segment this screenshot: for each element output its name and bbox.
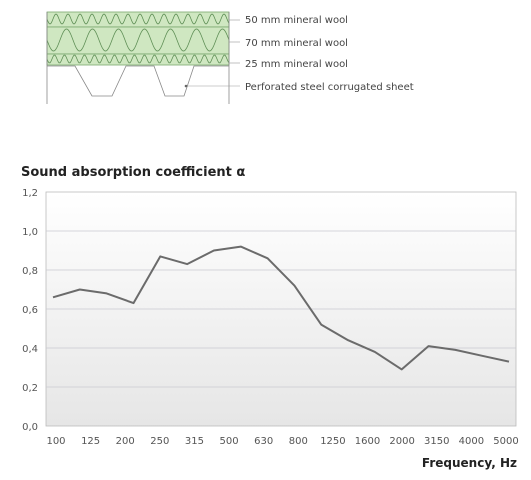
x-tick-label: 200	[116, 436, 135, 447]
x-tick-label: 500	[220, 436, 239, 447]
x-axis-ticks: 100 125 200 250 315 500 630 800 1250 1600 2000 3150…	[46, 436, 518, 447]
y-tick-label: 0,2	[22, 383, 38, 394]
corrugated-sheet-profile	[47, 65, 229, 97]
layer-label-50mm: 50 mm mineral wool	[245, 15, 348, 26]
wool-fiber-wave-top	[46, 13, 230, 25]
x-axis-label: Frequency, Hz	[422, 456, 517, 470]
leader-dot-sheet	[184, 84, 188, 88]
wool-fiber-wave-middle	[46, 28, 230, 52]
x-tick-label: 800	[289, 436, 308, 447]
x-tick-label: 125	[81, 436, 100, 447]
y-tick-label: 0,8	[22, 266, 38, 277]
y-tick-label: 0,0	[22, 422, 38, 433]
x-tick-label: 100	[46, 436, 65, 447]
absorption-line	[52, 245, 510, 371]
x-tick-label: 3150	[424, 436, 449, 447]
y-axis-ticks: 0,0 0,2 0,4 0,6 0,8 1,0 1,2	[22, 188, 38, 433]
layer-label-70mm: 70 mm mineral wool	[245, 38, 348, 49]
chart-title: Sound absorption coefficient α	[21, 165, 245, 180]
layer-label-25mm: 25 mm mineral wool	[245, 59, 348, 70]
x-tick-label: 1250	[320, 436, 345, 447]
x-tick-label: 2000	[389, 436, 414, 447]
x-tick-label: 5000	[493, 436, 518, 447]
insulation-diagram: 50 mm mineral wool 70 mm mineral wool 25…	[46, 11, 414, 104]
x-tick-label: 630	[254, 436, 273, 447]
x-tick-label: 1600	[355, 436, 380, 447]
x-tick-label: 4000	[459, 436, 484, 447]
y-tick-label: 0,4	[22, 344, 38, 355]
x-tick-label: 250	[150, 436, 169, 447]
y-tick-label: 1,2	[22, 188, 38, 199]
wool-fiber-wave-bottom	[46, 54, 230, 64]
absorption-chart: Sound absorption coefficient α 0,0 0,2 0,4…	[21, 165, 519, 470]
wool-layer-50mm	[46, 11, 230, 28]
y-tick-label: 0,6	[22, 305, 38, 316]
y-tick-label: 1,0	[22, 227, 38, 238]
x-tick-label: 315	[185, 436, 204, 447]
layer-label-sheet: Perforated steel corrugated sheet	[245, 82, 414, 93]
